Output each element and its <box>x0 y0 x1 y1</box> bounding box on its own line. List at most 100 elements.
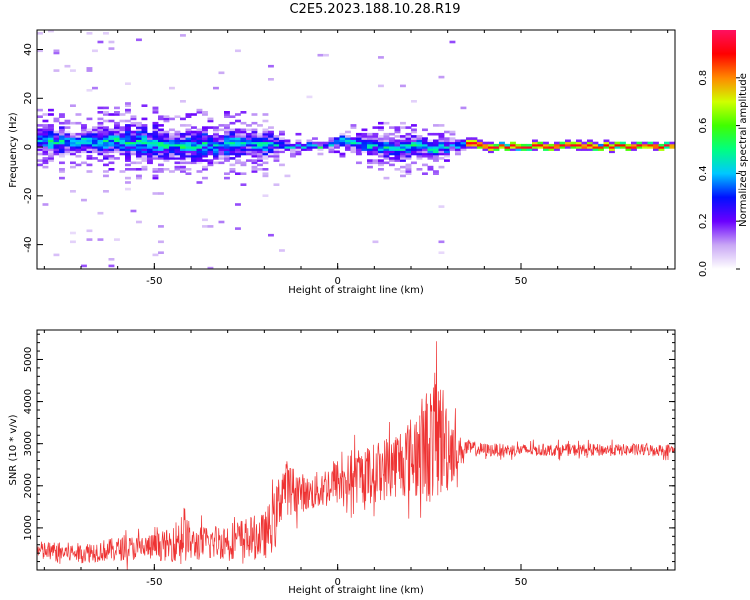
heatmap-cell <box>273 157 280 160</box>
heatmap-cell <box>317 53 324 57</box>
heatmap-cell <box>213 157 219 160</box>
heatmap-cell <box>196 154 203 158</box>
heatmap-cell <box>64 135 71 138</box>
heatmap-cell <box>125 187 131 191</box>
heatmap-cell <box>466 141 472 145</box>
heatmap-cell <box>53 152 60 156</box>
heatmap-cell <box>625 143 632 147</box>
heatmap-cell <box>383 152 390 156</box>
heatmap-cell <box>389 146 395 149</box>
heatmap-cell <box>141 126 148 129</box>
heatmap-cell <box>125 157 131 160</box>
heatmap-cell <box>81 130 87 134</box>
heatmap-cell <box>295 143 302 147</box>
heatmap-cell <box>136 168 142 171</box>
heatmap-cell <box>389 163 395 167</box>
heatmap-cell <box>180 170 186 173</box>
heatmap-cell <box>97 132 104 136</box>
heatmap-cell <box>449 148 456 151</box>
heatmap-cell <box>405 148 412 151</box>
heatmap-cell <box>268 150 274 154</box>
heatmap-cell <box>361 132 368 136</box>
heatmap-cell <box>537 141 544 145</box>
heatmap-cell <box>405 165 412 169</box>
heatmap-cell <box>180 150 186 154</box>
heatmap-cell <box>97 130 104 134</box>
x-tick-label: 0 <box>334 577 340 588</box>
heatmap-cell <box>218 128 225 132</box>
heatmap-cell <box>207 117 214 121</box>
heatmap-cell <box>411 152 417 156</box>
heatmap-cell <box>130 150 137 154</box>
heatmap-cell <box>130 139 137 143</box>
heatmap-cell <box>158 128 164 132</box>
heatmap-cell <box>169 86 175 90</box>
heatmap-cell <box>207 137 214 140</box>
heatmap-cell <box>565 141 571 145</box>
heatmap-cell <box>191 146 197 149</box>
heatmap-cell <box>53 143 60 147</box>
heatmap-cell <box>53 141 60 145</box>
heatmap-cell <box>125 139 131 143</box>
heatmap-cell <box>471 141 478 145</box>
heatmap-cell <box>108 113 115 116</box>
heatmap-cell <box>108 130 115 134</box>
heatmap-cell <box>306 143 313 147</box>
heatmap-cell <box>81 141 87 145</box>
heatmap-cell <box>196 148 203 151</box>
heatmap-cell <box>235 203 241 206</box>
heatmap-cell <box>427 152 434 156</box>
heatmap-cell <box>213 139 219 143</box>
colorbar-tick-label: 0.4 <box>698 165 709 181</box>
heatmap-cell <box>444 148 450 151</box>
heatmap-cell <box>42 152 49 156</box>
heatmap-cell <box>323 143 329 147</box>
heatmap-cell <box>64 64 71 68</box>
heatmap-cell <box>345 148 351 151</box>
heatmap-cell <box>257 143 263 147</box>
heatmap-cell <box>125 146 131 149</box>
heatmap-cell <box>438 143 445 147</box>
heatmap-cell <box>488 146 494 149</box>
heatmap-cell <box>70 135 76 138</box>
heatmap-cell <box>603 139 610 143</box>
heatmap-cell <box>587 148 593 151</box>
heatmap-cell <box>565 143 571 147</box>
heatmap-cell <box>466 139 472 143</box>
heatmap-cell <box>141 132 148 136</box>
heatmap-cell <box>268 233 274 237</box>
heatmap-cell <box>152 154 159 158</box>
heatmap-cell <box>86 229 93 233</box>
heatmap-cell <box>180 135 186 138</box>
heatmap-cell <box>235 152 241 156</box>
heatmap-cell <box>411 124 417 127</box>
heatmap-cell <box>103 130 109 134</box>
heatmap-cell <box>136 135 142 138</box>
heatmap-cell <box>246 148 252 151</box>
heatmap-cell <box>471 137 478 140</box>
heatmap-cell <box>42 132 49 136</box>
heatmap-cell <box>664 146 670 149</box>
heatmap-cell <box>37 135 43 138</box>
heatmap-cell <box>86 143 93 147</box>
heatmap-cell <box>224 126 230 129</box>
heatmap-cell <box>356 146 362 149</box>
heatmap-cell <box>548 143 555 147</box>
heatmap-cell <box>103 111 109 114</box>
heatmap-cell <box>86 150 93 154</box>
heatmap-cell <box>108 139 115 143</box>
heatmap-cell <box>400 135 406 138</box>
heatmap-cell <box>262 137 269 140</box>
heatmap-cell <box>631 143 637 147</box>
heatmap-cell <box>152 150 159 154</box>
heatmap-cell <box>196 150 203 154</box>
heatmap-cell <box>97 139 104 143</box>
heatmap-cell <box>229 128 236 132</box>
heatmap-cell <box>493 143 500 147</box>
heatmap-cell <box>53 117 60 121</box>
heatmap-cell <box>59 146 65 149</box>
heatmap-cell <box>86 117 93 121</box>
heatmap-cell <box>405 126 412 129</box>
heatmap-cell <box>125 124 131 127</box>
